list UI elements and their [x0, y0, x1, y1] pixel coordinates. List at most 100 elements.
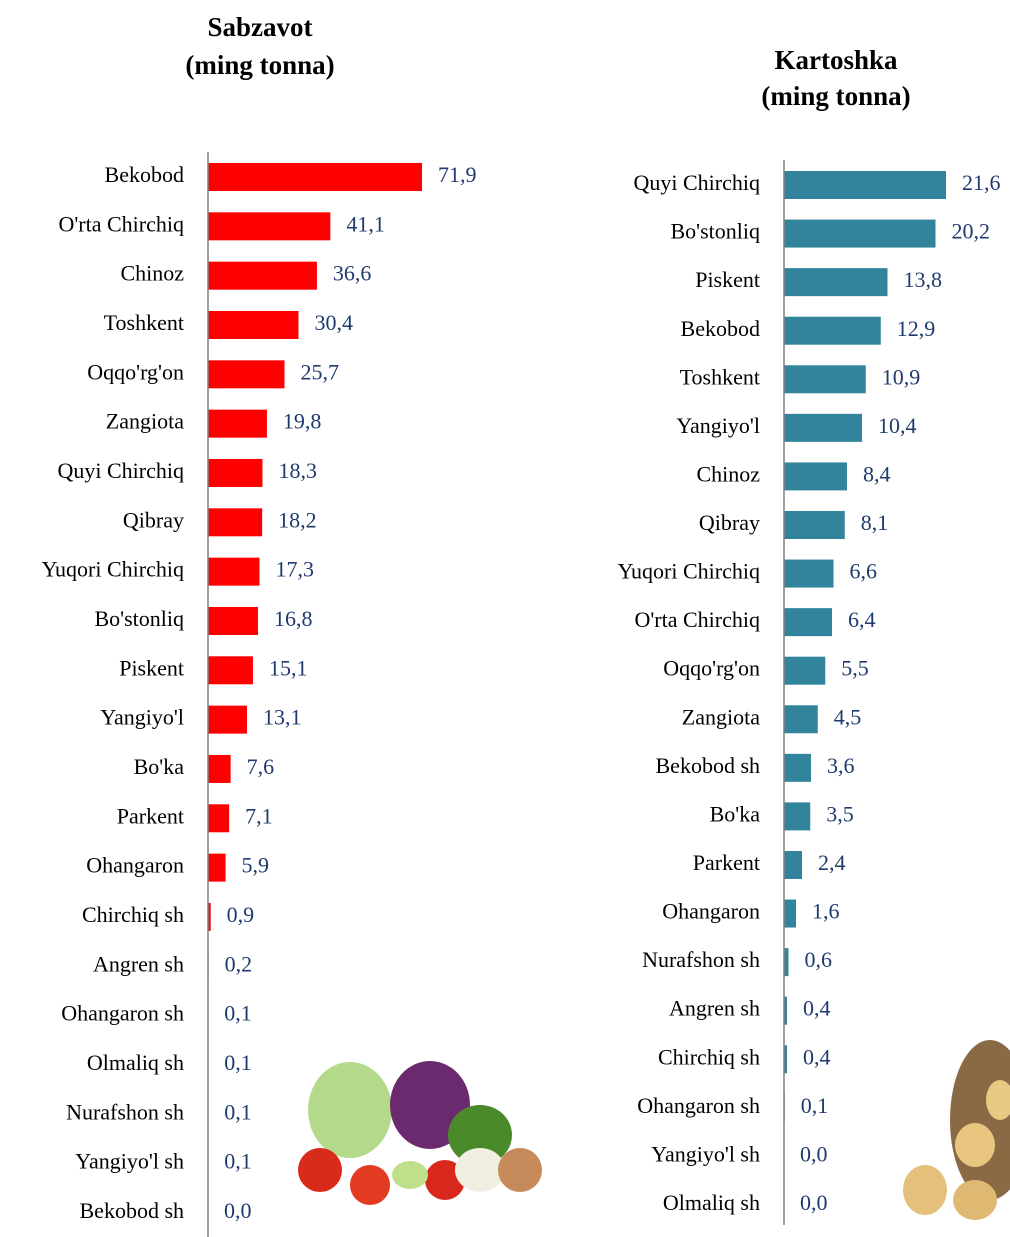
value-label: 5,9	[242, 853, 269, 878]
category-label: Bekobod	[105, 162, 184, 187]
category-label: Bo'stonliq	[94, 606, 184, 631]
value-label: 13,8	[904, 267, 943, 292]
category-label: Chirchiq sh	[658, 1044, 760, 1069]
category-label: O'rta Chirchiq	[58, 211, 184, 236]
category-label: Oqqo'rg'on	[663, 656, 760, 681]
value-label: 0,1	[224, 1099, 252, 1124]
category-label: Oqqo'rg'on	[87, 359, 184, 384]
category-label: Yangiyo'l	[676, 413, 760, 438]
category-label: Quyi Chirchiq	[58, 458, 185, 483]
value-label: 0,6	[805, 947, 833, 972]
category-label: Ohangaron	[86, 853, 184, 878]
category-label: Nurafshon sh	[642, 947, 760, 972]
bar	[784, 608, 832, 637]
value-label: 30,4	[314, 310, 353, 335]
bar	[208, 261, 317, 290]
bar	[208, 853, 226, 882]
bar	[784, 753, 811, 782]
value-label: 0,1	[224, 1001, 252, 1026]
bar	[208, 557, 260, 586]
bar	[784, 1045, 787, 1074]
category-label: Ohangaron sh	[61, 1001, 184, 1026]
category-label: Nurafshon sh	[66, 1099, 184, 1124]
category-label: Parkent	[117, 803, 184, 828]
value-label: 0,0	[800, 1141, 828, 1166]
category-label: Piskent	[695, 267, 760, 292]
value-label: 16,8	[274, 606, 313, 631]
value-label: 10,4	[878, 413, 917, 438]
category-label: Olmaliq sh	[87, 1050, 184, 1075]
category-label: Chinoz	[696, 461, 760, 486]
bar	[784, 316, 881, 345]
value-label: 6,6	[850, 559, 878, 584]
category-label: Zangiota	[106, 409, 184, 434]
value-label: 0,0	[224, 1198, 252, 1223]
category-label: Bo'stonliq	[670, 219, 760, 244]
bar	[784, 899, 796, 928]
bar	[784, 413, 862, 442]
category-label: Yangiyo'l	[100, 705, 184, 730]
chart-subtitle: (ming tonna)	[761, 81, 910, 111]
category-label: Olmaliq sh	[663, 1190, 760, 1215]
value-label: 71,9	[438, 162, 477, 187]
bar	[208, 212, 331, 241]
category-label: Bo'ka	[710, 801, 761, 826]
category-label: Yuqori Chirchiq	[42, 557, 184, 582]
category-label: Zangiota	[682, 704, 760, 729]
bar	[208, 656, 253, 685]
value-label: 10,9	[882, 364, 921, 389]
value-label: 15,1	[269, 655, 308, 680]
bar	[784, 850, 802, 879]
bar	[208, 163, 422, 191]
category-label: Yangiyo'l sh	[651, 1141, 760, 1166]
category-label: Parkent	[693, 850, 760, 875]
value-label: 0,1	[801, 1093, 829, 1118]
value-label: 19,8	[283, 409, 322, 434]
category-label: Bekobod sh	[656, 753, 761, 778]
value-label: 8,1	[861, 510, 889, 535]
category-label: Piskent	[119, 655, 184, 680]
category-label: Bekobod	[681, 316, 760, 341]
vegetables-picture	[298, 1061, 542, 1205]
category-label: Qibray	[123, 507, 184, 532]
bar	[208, 606, 259, 635]
value-label: 6,4	[848, 607, 876, 632]
value-label: 0,9	[227, 902, 255, 927]
category-label: Toshkent	[680, 364, 760, 389]
value-label: 25,7	[300, 359, 339, 384]
value-label: 4,5	[834, 704, 862, 729]
bar	[784, 705, 818, 734]
value-label: 18,3	[278, 458, 317, 483]
category-label: Bekobod sh	[80, 1198, 185, 1223]
value-label: 2,4	[818, 850, 846, 875]
category-label: O'rta Chirchiq	[634, 607, 760, 632]
value-label: 7,6	[247, 754, 275, 779]
value-label: 0,2	[225, 951, 253, 976]
potatoes-picture	[903, 1040, 1010, 1220]
value-label: 17,3	[275, 557, 314, 582]
value-label: 3,6	[827, 753, 855, 778]
category-label: Qibray	[699, 510, 760, 535]
bar	[784, 462, 847, 491]
category-label: Yangiyo'l sh	[75, 1149, 184, 1174]
bar	[208, 705, 247, 734]
category-label: Angren sh	[669, 996, 760, 1021]
bar	[208, 804, 230, 833]
bar	[784, 171, 946, 199]
value-label: 8,4	[863, 461, 891, 486]
bar	[208, 458, 263, 487]
category-label: Ohangaron	[662, 899, 760, 924]
bar	[784, 510, 845, 539]
category-label: Quyi Chirchiq	[634, 170, 761, 195]
value-label: 20,2	[952, 219, 991, 244]
chart-title: Sabzavot	[207, 12, 312, 42]
bar	[784, 996, 787, 1025]
bar	[784, 365, 866, 394]
value-label: 5,5	[841, 656, 869, 681]
bar	[208, 754, 231, 783]
value-label: 7,1	[245, 803, 273, 828]
value-label: 0,1	[224, 1050, 252, 1075]
category-label: Chirchiq sh	[82, 902, 184, 927]
bar	[784, 559, 834, 588]
